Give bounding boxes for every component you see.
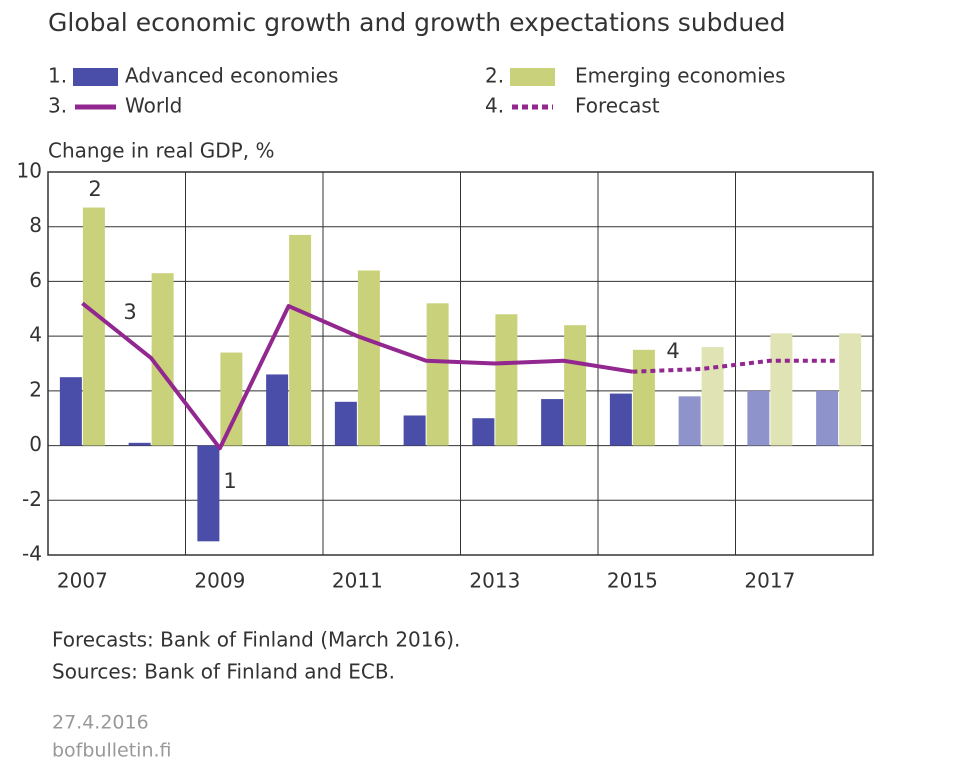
- note: Sources: Bank of Finland and ECB.: [52, 660, 395, 684]
- legend-number: 2.: [485, 64, 504, 88]
- note: Forecasts: Bank of Finland (March 2016).: [52, 628, 460, 652]
- series-tag: 1: [223, 469, 236, 493]
- bar: [197, 445, 220, 542]
- bar: [128, 442, 151, 446]
- bar: [151, 273, 174, 446]
- legend-swatch: [73, 68, 118, 86]
- legend-label: Forecast: [575, 94, 660, 118]
- legend-number: 1.: [48, 64, 67, 88]
- chart-title: Global economic growth and growth expect…: [48, 8, 786, 37]
- series-tag: 3: [123, 300, 136, 324]
- legend-number: 4.: [485, 94, 504, 118]
- bar: [564, 325, 587, 446]
- legend-number: 3.: [48, 94, 67, 118]
- bar: [220, 352, 243, 446]
- legend-label: Advanced economies: [125, 64, 338, 88]
- y-tick-label: -2: [22, 487, 42, 511]
- bar: [334, 401, 357, 446]
- x-tick-label: 2011: [332, 569, 383, 593]
- series-tag: 2: [88, 177, 101, 201]
- x-tick-label: 2015: [607, 569, 658, 593]
- legend-label: World: [125, 94, 182, 118]
- site: bofbulletin.fi: [52, 740, 172, 761]
- bar: [289, 234, 312, 446]
- line-series: [632, 358, 839, 374]
- bar: [357, 270, 380, 446]
- plot-frame: [47, 171, 874, 556]
- bar: [701, 347, 724, 446]
- x-tick-label: 2013: [469, 569, 520, 593]
- bar: [403, 415, 426, 446]
- x-tick-label: 2017: [744, 569, 795, 593]
- bar: [266, 374, 289, 446]
- bar: [82, 207, 105, 446]
- line-series: [81, 301, 633, 451]
- x-tick-label: 2007: [57, 569, 108, 593]
- y-axis-label: Change in real GDP, %: [48, 139, 274, 163]
- y-tick-label: 2: [29, 377, 42, 401]
- y-tick-label: 8: [29, 213, 42, 237]
- bar: [495, 314, 518, 446]
- bar: [770, 333, 793, 446]
- bar: [747, 390, 770, 446]
- bar: [472, 418, 495, 446]
- y-tick-label: 10: [17, 159, 42, 183]
- bar: [678, 396, 701, 446]
- x-tick-label: 2009: [194, 569, 245, 593]
- bar: [839, 333, 862, 446]
- bar: [609, 393, 632, 446]
- y-tick-label: 6: [29, 268, 42, 292]
- legend-swatch: [510, 68, 555, 86]
- y-tick-label: -4: [22, 542, 42, 566]
- date: 27.4.2016: [52, 712, 149, 734]
- bar: [632, 349, 655, 446]
- bar: [426, 303, 449, 446]
- bar: [59, 377, 82, 446]
- bar: [541, 399, 564, 446]
- y-tick-label: 0: [29, 432, 42, 456]
- bar: [816, 390, 839, 446]
- series-tag: 4: [666, 339, 679, 363]
- legend-label: Emerging economies: [575, 64, 786, 88]
- y-tick-label: 4: [29, 323, 42, 347]
